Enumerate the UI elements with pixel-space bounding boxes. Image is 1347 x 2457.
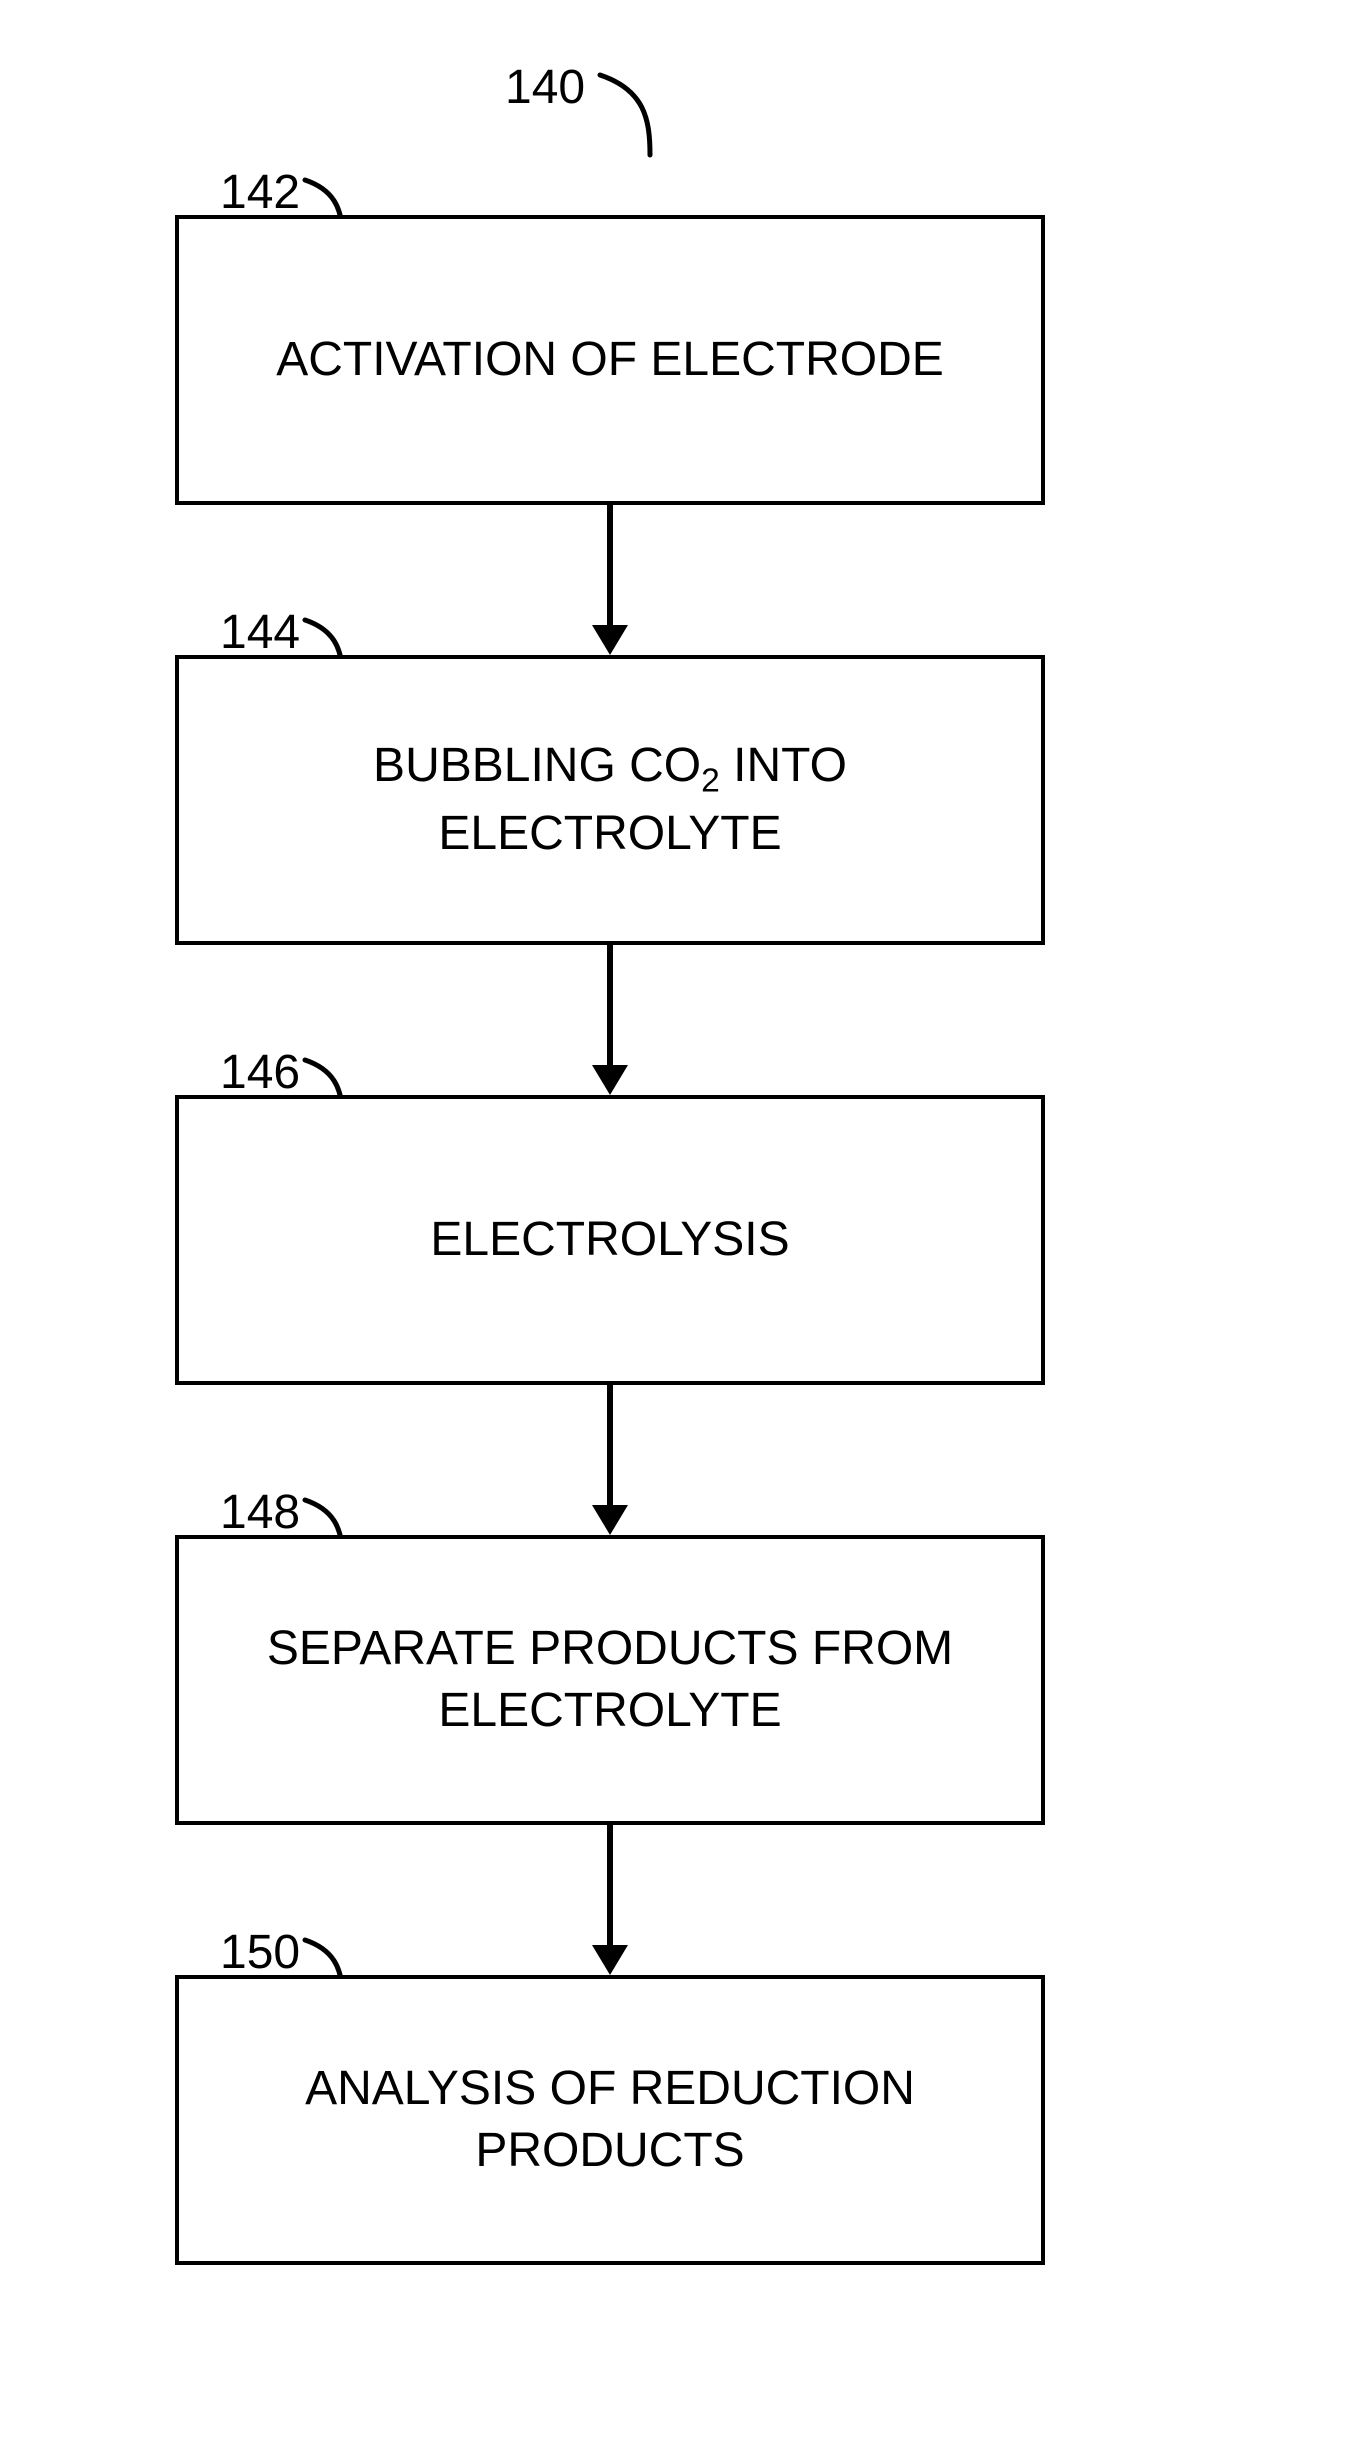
figure-callout [590,70,700,160]
box-label-148: 148 [220,1485,300,1540]
box-label-144: 144 [220,605,300,660]
box-text-148: SEPARATE PRODUCTS FROMELECTROLYTE [267,1618,953,1743]
box-text-150: ANALYSIS OF REDUCTIONPRODUCTS [305,2058,915,2183]
box-text-144: BUBBLING CO2 INTOELECTROLYTE [373,735,847,866]
arrow-3-line [607,1385,613,1505]
arrow-1-line [607,505,613,625]
box-text-146: ELECTROLYSIS [430,1209,789,1271]
box-text-142: ACTIVATION OF ELECTRODE [276,329,944,391]
box-label-142: 142 [220,165,300,220]
arrow-4-line [607,1825,613,1945]
arrow-3-head [592,1505,628,1535]
box-150: ANALYSIS OF REDUCTIONPRODUCTS [175,1975,1045,2265]
box-label-146: 146 [220,1045,300,1100]
arrow-2-line [607,945,613,1065]
arrow-4-head [592,1945,628,1975]
box-label-150: 150 [220,1925,300,1980]
box-148: SEPARATE PRODUCTS FROMELECTROLYTE [175,1535,1045,1825]
box-144: BUBBLING CO2 INTOELECTROLYTE [175,655,1045,945]
arrow-1-head [592,625,628,655]
box-142: ACTIVATION OF ELECTRODE [175,215,1045,505]
box-146: ELECTROLYSIS [175,1095,1045,1385]
figure-label: 140 [505,60,585,115]
arrow-2-head [592,1065,628,1095]
